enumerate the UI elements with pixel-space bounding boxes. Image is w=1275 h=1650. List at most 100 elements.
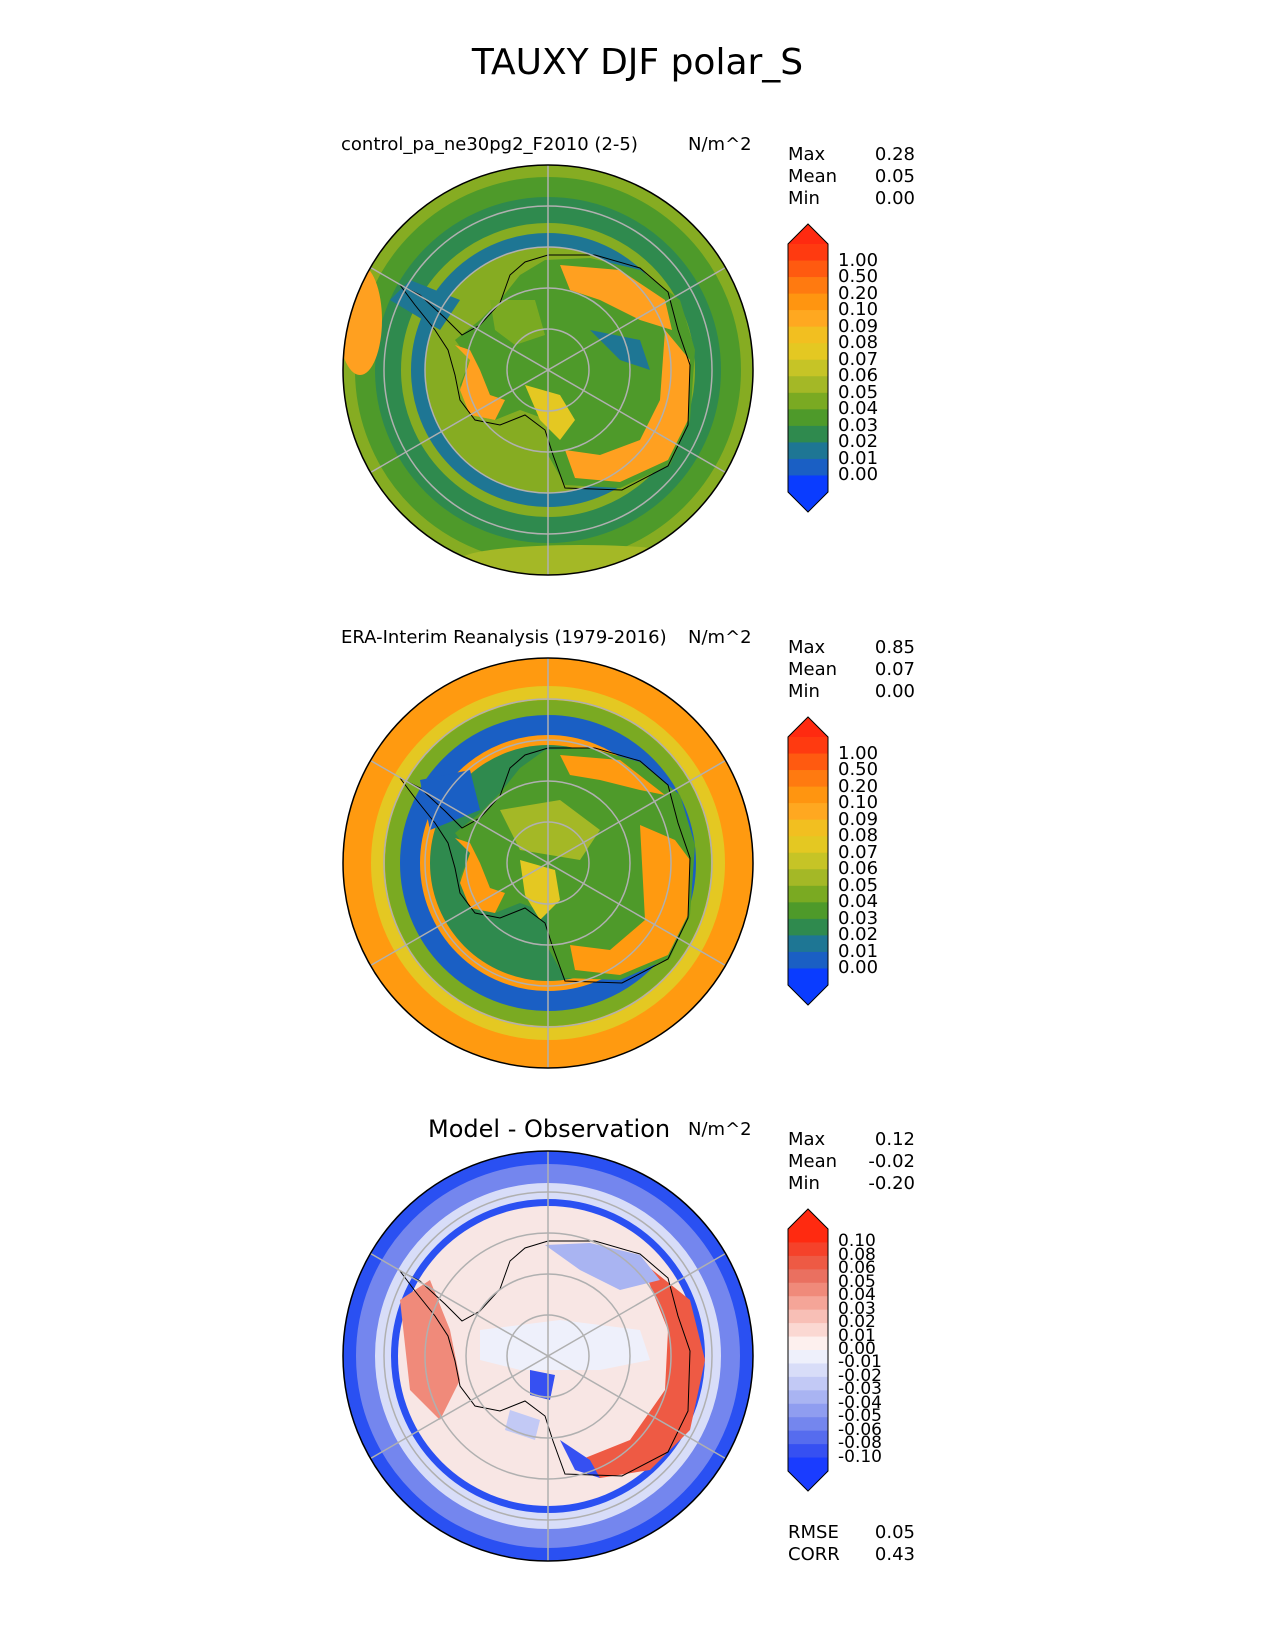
colorbar-tick-label: -0.05 (838, 1406, 882, 1427)
colorbar-tick-label: 0.01 (838, 940, 879, 962)
stat-value: 0.85 (874, 637, 915, 658)
colorbar-swatch (788, 1363, 828, 1378)
colorbar-tick-label: 0.05 (838, 1271, 876, 1292)
figure-title: TAUXY DJF polar_S (471, 42, 804, 83)
colorbar-tick-label: 0.00 (838, 1339, 876, 1359)
colorbar-tick-label: 0.05 (838, 381, 879, 403)
stat-value: 0.05 (874, 166, 915, 187)
colorbar-tick-label: 0.01 (838, 1325, 876, 1346)
colorbar-swatch (788, 1350, 828, 1365)
colorbar-tick-label: 0.06 (838, 365, 879, 387)
colorbar-swatch (788, 1390, 828, 1405)
colorbar-tick-label: 1.00 (838, 742, 879, 764)
stat-label: Max (788, 637, 826, 658)
colorbar-swatch (788, 458, 828, 477)
colorbar-tick-label: 0.10 (838, 792, 879, 814)
colorbar-swatch (788, 244, 828, 262)
colorbar-swatch (788, 442, 828, 460)
colorbar-swatch (788, 1457, 828, 1472)
map-panel-1 (342, 164, 754, 576)
colorbar-tick-label: 0.20 (838, 775, 879, 797)
colorbar-tick-label: 0.08 (838, 1244, 876, 1265)
stat-label: Max (788, 1129, 826, 1150)
colorbar-extend-max (788, 224, 828, 244)
colorbar-swatch (788, 475, 828, 493)
colorbar-tick-label: 0.07 (838, 841, 879, 863)
colorbar-swatch (788, 819, 828, 837)
colorbar-panel-2 (787, 716, 829, 1006)
stat-value: 0.28 (874, 144, 915, 165)
colorbar-swatch (788, 753, 828, 771)
colorbar-swatch (788, 359, 828, 377)
colorbar-extend-min (788, 1471, 828, 1491)
colorbar-swatch (788, 1282, 828, 1297)
stat-label: Max (788, 144, 826, 165)
colorbar-tick-label: 0.08 (838, 825, 879, 847)
colorbar-tick-label: 0.08 (838, 332, 879, 354)
colorbar-swatch (788, 1242, 828, 1257)
stat-label: Min (788, 188, 820, 209)
panel-2-title: ERA-Interim Reanalysis (1979-2016) (341, 627, 667, 648)
colorbar-swatch (788, 1309, 828, 1324)
colorbar-outline (787, 716, 829, 1006)
map-panel-2 (342, 657, 754, 1069)
colorbar-tick-label: 0.02 (838, 431, 879, 453)
colorbar-tick-label: -0.02 (838, 1365, 882, 1386)
corr-label: CORR (788, 1544, 840, 1565)
colorbar-extend-max (788, 1209, 828, 1229)
stat-label: Min (788, 1173, 820, 1194)
colorbar-tick-label: 0.20 (838, 282, 879, 304)
stat-label: Mean (788, 659, 838, 680)
panel-3-units: N/m^2 (688, 1119, 752, 1140)
colorbar-swatch (788, 902, 828, 920)
colorbar-tick-label: 0.09 (838, 315, 879, 337)
stat-label: Min (788, 681, 820, 702)
colorbar-swatch (788, 885, 828, 903)
stat-value: -0.02 (868, 1151, 915, 1172)
colorbar-tick-label: 0.03 (838, 414, 879, 436)
colorbar-tick-label: 0.04 (838, 1285, 876, 1306)
colorbar-swatch (788, 260, 828, 278)
colorbar-tick-label: -0.04 (838, 1392, 882, 1413)
colorbar-swatch (788, 293, 828, 311)
colorbar-swatch (788, 343, 828, 361)
colorbar-extend-max (788, 717, 828, 737)
colorbar-tick-label: 0.06 (838, 858, 879, 880)
colorbar-tick-label: 0.02 (838, 924, 879, 946)
colorbar-tick-label: -0.10 (838, 1446, 882, 1467)
colorbar-tick-label: 0.50 (838, 266, 879, 288)
panel-2-units: N/m^2 (688, 627, 752, 648)
stat-value: 0.00 (874, 188, 915, 209)
colorbar-extend-min (788, 492, 828, 512)
stat-value: -0.20 (868, 1173, 915, 1194)
colorbar-swatch (788, 1430, 828, 1445)
panel-1-units: N/m^2 (688, 134, 752, 155)
stat-label: Mean (788, 166, 838, 187)
colorbar-swatch (788, 1229, 828, 1244)
colorbar-swatch (788, 803, 828, 821)
colorbar-swatch (788, 409, 828, 427)
colorbar-swatch (788, 425, 828, 443)
stat-value: 0.07 (874, 659, 915, 680)
colorbar-tick-label: -0.06 (838, 1419, 882, 1440)
rmse-value: 0.05 (874, 1522, 915, 1543)
colorbar-swatch (788, 1255, 828, 1270)
colorbar-swatch (788, 1336, 828, 1351)
colorbar-swatch (788, 1403, 828, 1418)
colorbar-tick-label: 0.05 (838, 874, 879, 896)
panel-1-title: control_pa_ne30pg2_F2010 (2-5) (341, 134, 638, 155)
colorbar-swatch (788, 1296, 828, 1311)
colorbar-tick-label: 0.04 (838, 891, 879, 913)
colorbar-swatch (788, 277, 828, 295)
colorbar-swatch (788, 869, 828, 887)
colorbar-tick-label: 0.01 (838, 447, 879, 469)
corr-value: 0.43 (874, 1544, 915, 1565)
colorbar-tick-label: 0.07 (838, 348, 879, 370)
colorbar-tick-label: 1.00 (838, 249, 879, 271)
colorbar-swatch (788, 918, 828, 936)
colorbar-swatch (788, 770, 828, 788)
colorbar-panel-3 (787, 1208, 829, 1492)
colorbar-tick-label: 0.00 (838, 464, 879, 486)
colorbar-swatch (788, 951, 828, 970)
colorbar-tick-label: -0.03 (838, 1379, 882, 1400)
